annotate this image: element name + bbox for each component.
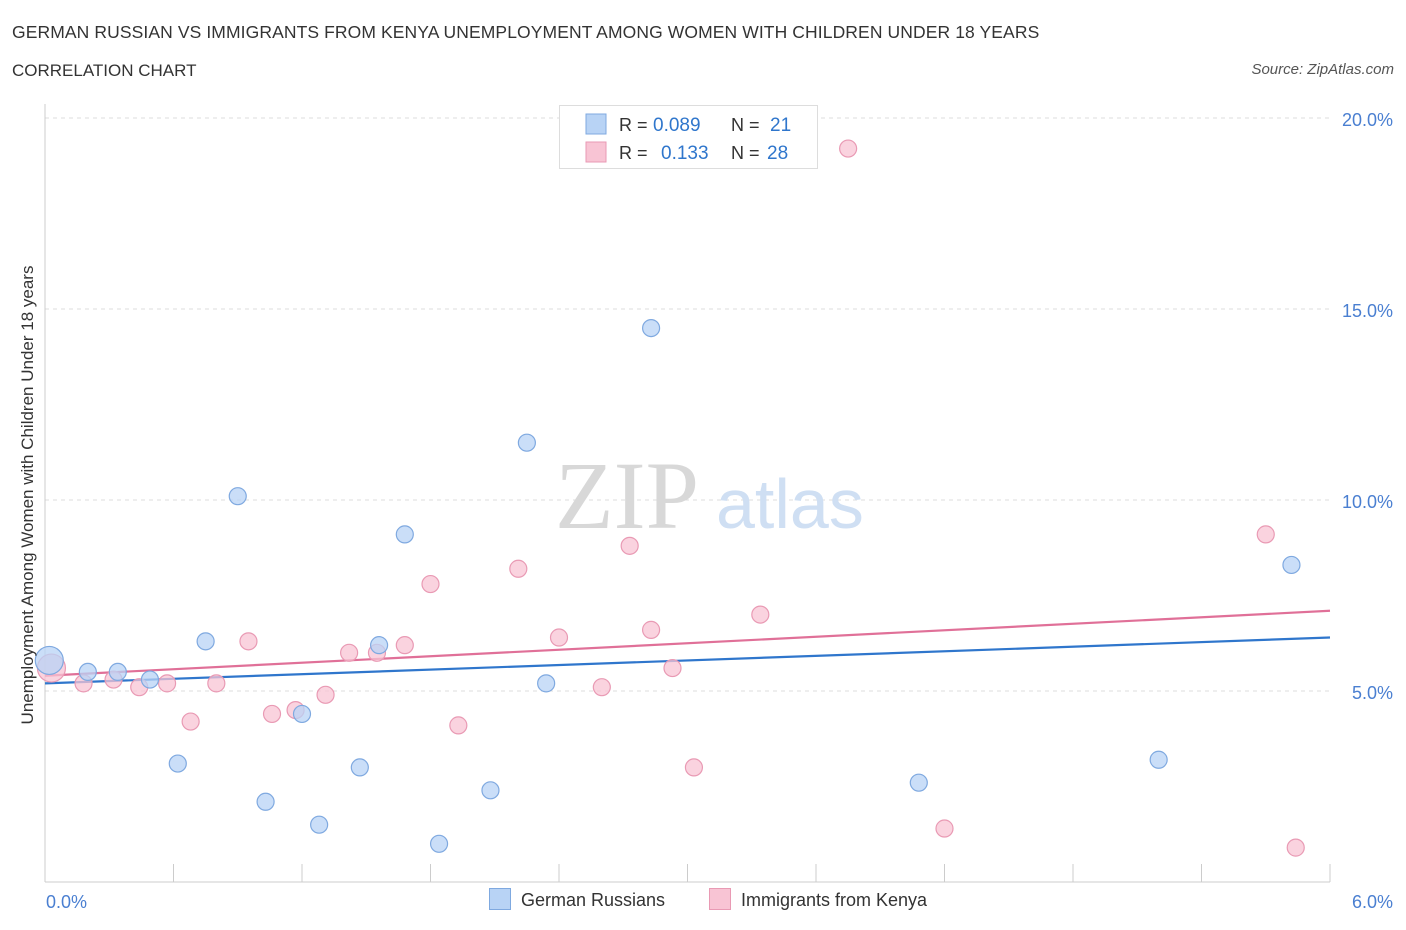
point-german-russians [256, 792, 275, 811]
legend-label: Immigrants from Kenya [741, 890, 928, 910]
point-german-russians [228, 487, 247, 506]
point-immigrants-from-kenya [509, 559, 528, 578]
watermark-atlas: atlas [716, 465, 864, 543]
data-points [34, 139, 1305, 857]
point-german-russians [196, 632, 215, 651]
point-immigrants-from-kenya [262, 704, 282, 724]
y-tick-label: 5.0% [1352, 683, 1393, 703]
legend-swatch [489, 888, 511, 910]
point-german-russians [395, 525, 414, 544]
legend-r-value-1: 0.089 [653, 115, 701, 136]
point-german-russians [370, 636, 389, 655]
point-immigrants-from-kenya [157, 674, 177, 693]
point-immigrants-from-kenya [239, 632, 258, 651]
trend-line-german-russians [44, 636, 1331, 685]
point-immigrants-from-kenya [449, 716, 468, 735]
point-immigrants-from-kenya [935, 819, 954, 838]
point-german-russians [292, 704, 312, 724]
legend-swatch-pink [585, 141, 607, 163]
point-immigrants-from-kenya [316, 685, 335, 704]
y-axis-label: Unemployment Among Women with Children U… [18, 266, 37, 725]
point-immigrants-from-kenya [751, 605, 770, 624]
point-german-russians [310, 815, 329, 834]
y-tick-label: 15.0% [1342, 301, 1393, 321]
point-immigrants-from-kenya [1256, 525, 1275, 544]
point-immigrants-from-kenya [620, 536, 639, 555]
legend-r-value-2: 0.133 [661, 143, 709, 164]
legend-swatch-blue [585, 113, 607, 135]
x-tick-label-min: 0.0% [46, 892, 87, 912]
point-german-russians [34, 645, 64, 676]
x-tick-label-max: 6.0% [1352, 892, 1393, 912]
y-tick-label: 20.0% [1342, 110, 1393, 130]
legend-n-label-1: N = [731, 115, 760, 135]
legend-label: German Russians [521, 890, 666, 910]
point-german-russians [1282, 555, 1301, 575]
legend-r-label-1: R = [619, 115, 648, 135]
series-legend-german-russians: German Russians [489, 888, 665, 911]
point-immigrants-from-kenya [395, 636, 414, 655]
point-immigrants-from-kenya [207, 674, 226, 693]
gridlines [45, 117, 1330, 692]
point-immigrants-from-kenya [641, 620, 661, 639]
point-german-russians [78, 662, 97, 682]
point-german-russians [517, 433, 536, 452]
y-tick-label: 10.0% [1342, 492, 1393, 512]
point-immigrants-from-kenya [684, 758, 704, 777]
point-german-russians [108, 662, 127, 682]
point-german-russians [1149, 750, 1168, 769]
watermark-zip: ZIP [555, 442, 699, 549]
point-german-russians [641, 319, 661, 338]
legend-r-label-2: R = [619, 143, 648, 163]
point-german-russians [481, 781, 500, 800]
point-immigrants-from-kenya [421, 574, 440, 594]
point-immigrants-from-kenya [592, 678, 611, 697]
series-legend-immigrants-from-kenya: Immigrants from Kenya [709, 888, 927, 911]
point-german-russians [140, 670, 160, 689]
point-german-russians [350, 758, 369, 777]
correlation-legend: R = 0.089 N = 21 R = 0.133 N = 28 [559, 105, 818, 169]
axes [44, 104, 1331, 883]
legend-swatch [709, 888, 731, 910]
trend-lines [44, 609, 1331, 685]
point-immigrants-from-kenya [340, 643, 359, 662]
point-immigrants-from-kenya [181, 712, 200, 731]
chart-subtitle: CORRELATION CHART [12, 61, 197, 80]
point-german-russians [909, 773, 928, 792]
tick-labels: 5.0% 10.0% 15.0% 20.0% 0.0% 6.0% [46, 110, 1393, 912]
point-german-russians [168, 754, 187, 773]
trend-line-immigrants-from-kenya [44, 609, 1331, 677]
point-immigrants-from-kenya [839, 139, 858, 158]
point-immigrants-from-kenya [1286, 838, 1305, 857]
point-immigrants-from-kenya [549, 628, 569, 647]
point-immigrants-from-kenya [663, 658, 682, 678]
legend-n-value-1: 21 [770, 115, 791, 136]
source-label: Source: ZipAtlas.com [1251, 61, 1394, 78]
legend-n-label-2: N = [731, 143, 760, 163]
point-german-russians [537, 674, 556, 693]
point-german-russians [429, 834, 449, 853]
chart-title: GERMAN RUSSIAN VS IMMIGRANTS FROM KENYA … [12, 22, 1040, 42]
legend-n-value-2: 28 [767, 143, 788, 164]
